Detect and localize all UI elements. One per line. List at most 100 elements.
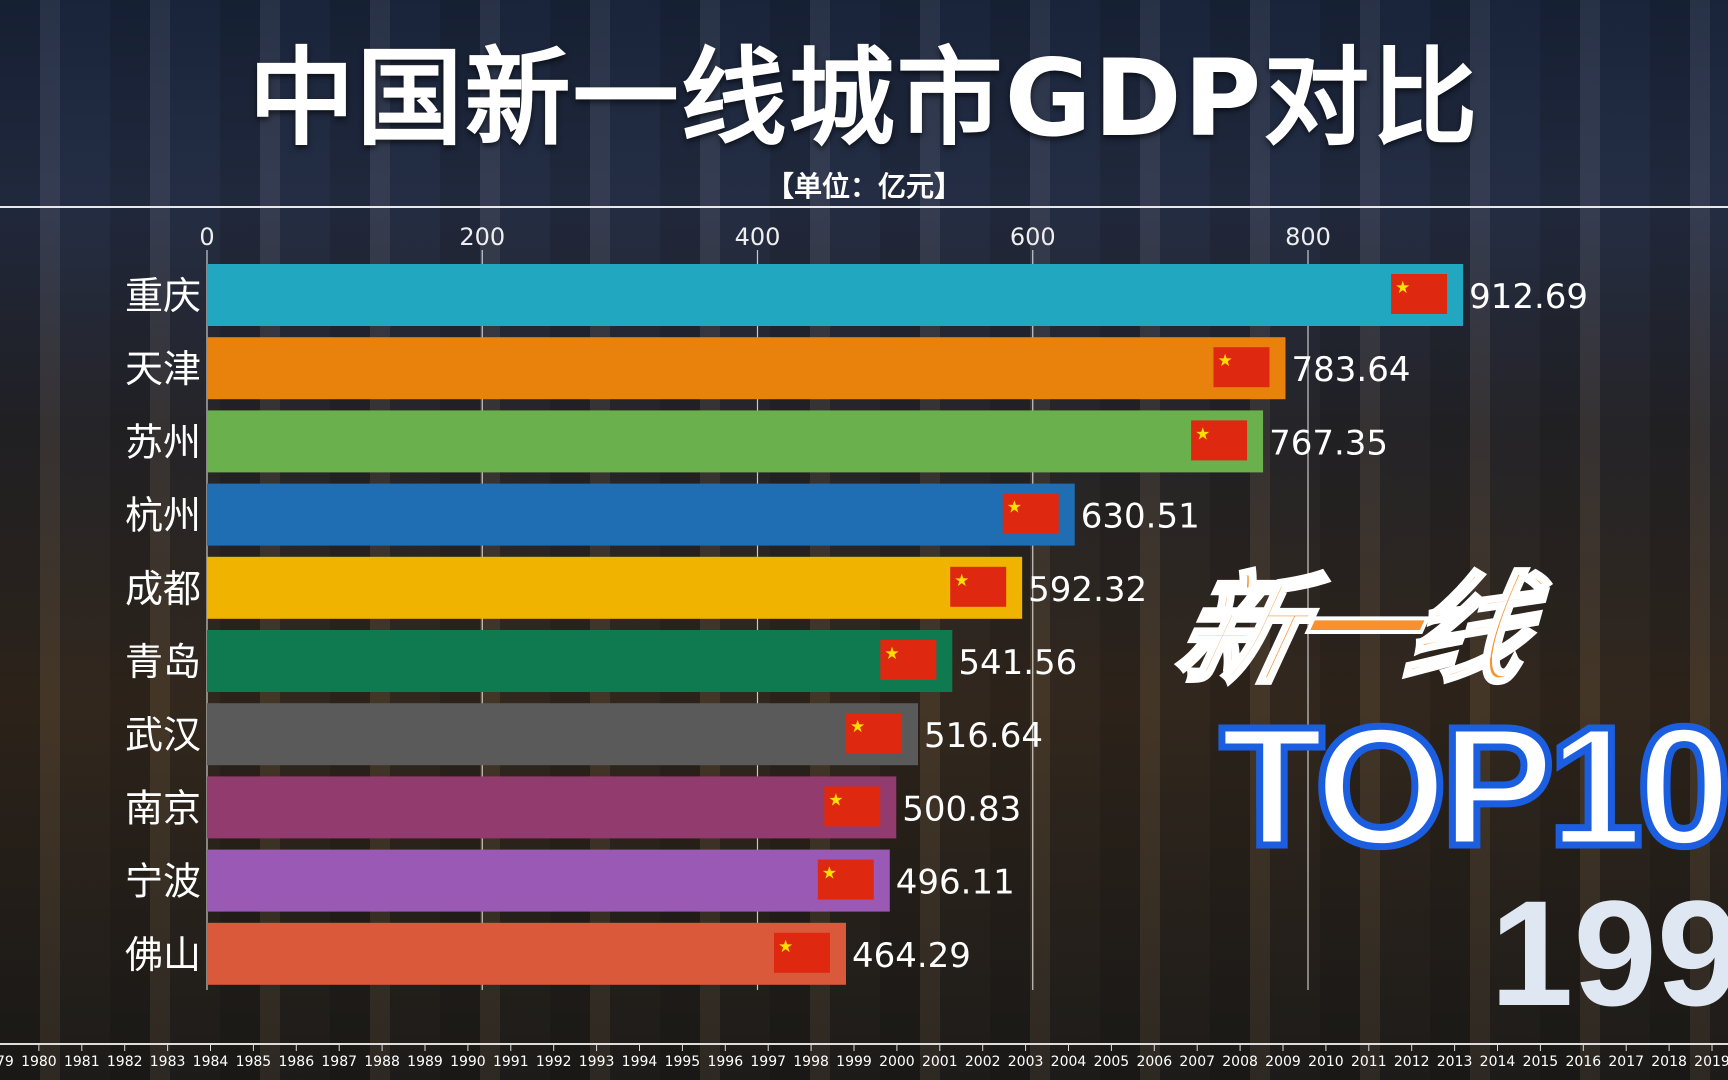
timeline-year: 1988: [364, 1054, 400, 1070]
value-label: 767.35: [1269, 423, 1388, 463]
timeline-year: 2011: [1351, 1054, 1387, 1070]
bar: [207, 922, 846, 985]
timeline-year: 1985: [236, 1054, 272, 1070]
timeline-year: 2012: [1394, 1054, 1430, 1070]
value-label: 464.29: [852, 936, 971, 976]
timeline-year: 2017: [1608, 1054, 1644, 1070]
timeline-year: 1995: [665, 1054, 701, 1070]
flag-star: ★: [1395, 278, 1410, 298]
timeline-year: 1996: [707, 1054, 743, 1070]
timeline-year: 1981: [64, 1054, 100, 1070]
timeline-year: 2016: [1565, 1054, 1601, 1070]
category-label: 杭州: [125, 494, 201, 538]
x-tick-label: 200: [459, 223, 505, 251]
flag-star: ★: [778, 937, 793, 957]
unit-label: 【单位：亿元】: [765, 170, 962, 203]
value-label: 541.56: [958, 643, 1077, 683]
value-label: 912.69: [1469, 277, 1588, 317]
flag-star: ★: [822, 864, 837, 884]
timeline-year: 1983: [150, 1054, 186, 1070]
china-flag-icon: [817, 859, 874, 900]
china-flag-icon: [1002, 493, 1059, 534]
flag-star: ★: [1217, 351, 1232, 371]
value-label: 630.51: [1081, 497, 1200, 537]
timeline-year: 2018: [1651, 1054, 1687, 1070]
timeline-year: 1989: [407, 1054, 443, 1070]
bar: [207, 337, 1286, 400]
flag-star: ★: [1007, 498, 1022, 518]
timeline-year: 2001: [922, 1054, 958, 1070]
timeline-year: 1998: [793, 1054, 829, 1070]
bar: [207, 630, 953, 692]
china-flag-icon: [1213, 347, 1270, 388]
timeline-year: 1997: [750, 1054, 786, 1070]
timeline-year: 2006: [1136, 1054, 1172, 1070]
timeline-year: 2019: [1694, 1054, 1728, 1070]
flag-star: ★: [828, 790, 843, 810]
timeline-year: 2000: [879, 1054, 915, 1070]
divider: [0, 206, 1728, 208]
china-flag-icon: [950, 566, 1007, 607]
bar: [207, 264, 1464, 326]
value-label: 592.32: [1028, 570, 1147, 610]
china-flag-icon: [773, 932, 830, 973]
timeline-year: 2014: [1480, 1054, 1516, 1070]
flag-star: ★: [954, 571, 969, 591]
category-label: 苏州: [125, 420, 201, 464]
timeline-year: 2008: [1222, 1054, 1258, 1070]
value-label: 516.64: [924, 716, 1043, 756]
category-label: 天津: [125, 347, 201, 391]
x-tick-label: 800: [1285, 223, 1331, 251]
timeline-year: 1992: [536, 1054, 572, 1070]
bar: [207, 483, 1075, 546]
timeline-year: 1999: [836, 1054, 872, 1070]
china-flag-icon: [846, 713, 903, 754]
timeline-year: 1990: [450, 1054, 486, 1070]
x-tick-label: 0: [199, 223, 214, 251]
category-label: 南京: [125, 786, 201, 830]
bar: [207, 410, 1264, 473]
category-label: 成都: [125, 567, 201, 611]
timeline-year: 2003: [1008, 1054, 1044, 1070]
china-flag-icon: [824, 786, 881, 827]
x-tick-label: 600: [1010, 223, 1056, 251]
bar: [207, 556, 1023, 619]
timeline-year: 2005: [1094, 1054, 1130, 1070]
category-label: 青岛: [125, 640, 201, 684]
current-year: 199: [1490, 869, 1728, 1037]
timeline-year: 1980: [21, 1054, 57, 1070]
timeline-year: 2015: [1523, 1054, 1559, 1070]
timeline-year: 1987: [321, 1054, 357, 1070]
category-label: 宁波: [125, 860, 201, 904]
timeline-year: 2004: [1051, 1054, 1087, 1070]
category-label: 佛山: [125, 933, 201, 977]
category-label: 武汉: [125, 713, 201, 757]
timeline-year: 2007: [1179, 1054, 1215, 1070]
timeline-year: 1993: [579, 1054, 615, 1070]
bar: [207, 703, 919, 766]
china-flag-icon: [1191, 420, 1248, 461]
timeline-year: 1986: [278, 1054, 314, 1070]
value-label: 500.83: [902, 789, 1021, 829]
timeline-year: 2009: [1265, 1054, 1301, 1070]
china-flag-icon: [1391, 274, 1448, 314]
top10-text: TOP10: [1216, 692, 1728, 882]
timeline-year: 1994: [622, 1054, 658, 1070]
timeline-year: 1979: [0, 1054, 14, 1070]
timeline-year: 2013: [1437, 1054, 1473, 1070]
timeline-year: 2010: [1308, 1054, 1344, 1070]
flag-star: ★: [884, 644, 899, 664]
timeline-year: 1982: [107, 1054, 143, 1070]
timeline-year: 1984: [193, 1054, 229, 1070]
timeline-year: 1991: [493, 1054, 529, 1070]
category-label: 重庆: [125, 274, 201, 318]
bar: [207, 849, 890, 912]
timeline-year: 2002: [965, 1054, 1001, 1070]
value-label: 496.11: [896, 863, 1015, 903]
bar: [207, 776, 897, 839]
page-title: 中国新一线城市GDP对比: [248, 37, 1480, 160]
value-label: 783.64: [1291, 350, 1410, 390]
flag-star: ★: [1195, 424, 1210, 444]
china-flag-icon: [880, 640, 937, 680]
